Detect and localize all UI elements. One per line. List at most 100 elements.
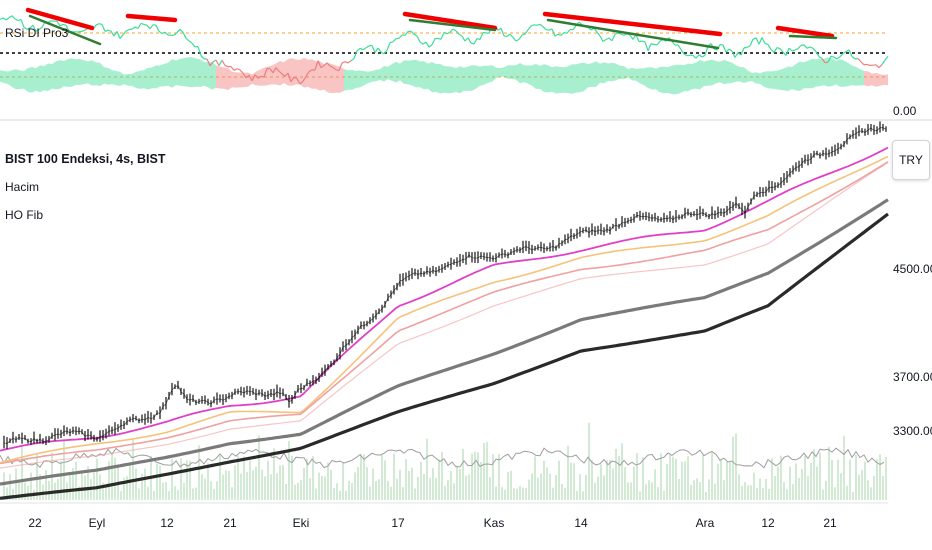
di-area-segment xyxy=(208,61,212,90)
di-area-segment xyxy=(592,61,596,87)
di-area-segment xyxy=(536,63,540,89)
rsi-line-segment xyxy=(77,30,82,33)
rsi-line-segment xyxy=(605,37,610,41)
di-area-segment xyxy=(716,61,720,84)
di-area-segment xyxy=(340,66,344,93)
rsi-line-segment xyxy=(614,32,619,35)
di-area-segment xyxy=(396,61,400,83)
di-area-segment xyxy=(752,72,756,84)
rsi-line-segment xyxy=(722,44,727,53)
rsi-line-segment xyxy=(125,28,130,32)
rsi-line-segment xyxy=(695,54,700,59)
rsi-line-segment xyxy=(158,30,163,35)
rsi-line-segment xyxy=(290,76,295,83)
di-area-segment xyxy=(424,61,428,90)
rsi-line-segment xyxy=(599,35,604,42)
currency-button[interactable]: TRY xyxy=(892,140,930,180)
di-area-segment xyxy=(140,70,144,89)
di-area-segment xyxy=(176,58,180,86)
di-area-segment xyxy=(336,65,340,93)
rsi-line-segment xyxy=(293,76,298,80)
rsi-line-segment xyxy=(725,48,730,53)
rsi-line-segment xyxy=(215,59,220,66)
di-area-segment xyxy=(300,57,304,88)
rsi-line-segment xyxy=(275,67,280,72)
ma-orange-line xyxy=(0,155,889,464)
rsi-line-segment xyxy=(104,29,109,32)
di-area-segment xyxy=(164,62,168,87)
fib-indicator-label[interactable]: HO Fib xyxy=(5,208,44,222)
di-area-segment xyxy=(564,66,568,93)
di-area-segment xyxy=(216,65,220,89)
di-area-segment xyxy=(664,66,668,94)
di-area-segment xyxy=(436,63,440,94)
rsi-line-segment xyxy=(737,51,742,56)
rsi-line-segment xyxy=(323,62,328,67)
rsi-line-segment xyxy=(800,44,805,46)
rsi-line-segment xyxy=(257,75,262,79)
di-area-segment xyxy=(884,74,888,86)
di-area-segment xyxy=(4,70,8,85)
di-area-segment xyxy=(368,71,372,84)
rsi-line-segment xyxy=(374,47,379,54)
di-area-segment xyxy=(288,58,292,86)
rsi-line-segment xyxy=(596,31,601,37)
di-area-segment xyxy=(812,59,816,89)
rsi-line-segment xyxy=(8,15,13,19)
rsi-line-segment xyxy=(851,56,856,60)
di-area-segment xyxy=(544,64,548,93)
rsi-line-segment xyxy=(386,42,391,51)
di-area-segment xyxy=(88,60,92,86)
rsi-line-segment xyxy=(557,33,562,36)
rsi-line-segment xyxy=(803,44,808,49)
rsi-line-segment xyxy=(761,37,766,44)
di-area-segment xyxy=(756,72,760,84)
di-area-segment xyxy=(56,60,60,90)
di-area-segment xyxy=(488,65,492,83)
di-area-segment xyxy=(72,58,76,87)
x-tick-label: 21 xyxy=(223,516,237,530)
rsi-line-segment xyxy=(23,26,28,30)
rsi-line-segment xyxy=(470,42,475,45)
rsi-line-segment xyxy=(329,65,334,68)
di-area-segment xyxy=(864,71,868,87)
volume-indicator-label[interactable]: Hacim xyxy=(5,180,40,194)
di-area-segment xyxy=(192,57,196,88)
di-area-segment xyxy=(568,64,572,94)
rsi-line-segment xyxy=(179,28,184,33)
bullish-divergence-line xyxy=(788,34,838,40)
di-area-segment xyxy=(84,60,88,84)
x-tick-label: 21 xyxy=(823,516,837,530)
di-area-segment xyxy=(840,59,844,87)
rsi-line-segment xyxy=(146,24,151,30)
di-area-segment xyxy=(808,59,812,89)
symbol-title[interactable]: BIST 100 Endeksi, 4s, BIST xyxy=(5,152,166,166)
di-area-segment xyxy=(556,66,560,94)
rsi-line-segment xyxy=(617,32,622,35)
di-area-segment xyxy=(780,68,784,91)
rsi-line-segment xyxy=(5,17,10,21)
rsi-line-segment xyxy=(341,61,346,64)
di-area-segment xyxy=(508,65,512,79)
di-area-segment xyxy=(644,67,648,88)
rsi-line-segment xyxy=(809,46,814,49)
rsi-line-segment xyxy=(686,54,691,57)
di-area-segment xyxy=(116,71,120,86)
di-area-segment xyxy=(492,65,496,82)
rsi-line-segment xyxy=(560,32,565,36)
rsi-line-segment xyxy=(269,68,274,74)
rsi-line-segment xyxy=(671,40,676,46)
rsi-line-segment xyxy=(692,54,697,59)
di-area-segment xyxy=(804,60,808,89)
di-area-segment xyxy=(460,66,464,94)
di-area-segment xyxy=(320,61,324,91)
di-area-segment xyxy=(636,68,640,84)
rsi-line-segment xyxy=(683,53,688,57)
rsi-line-segment xyxy=(137,23,142,29)
di-area-segment xyxy=(68,58,72,87)
rsi-indicator-label[interactable]: RSi DI Pro3 xyxy=(5,26,69,40)
ma-salmon-line xyxy=(0,161,889,465)
rsi-line-segment xyxy=(458,33,463,37)
rsi-line-segment xyxy=(461,35,466,42)
